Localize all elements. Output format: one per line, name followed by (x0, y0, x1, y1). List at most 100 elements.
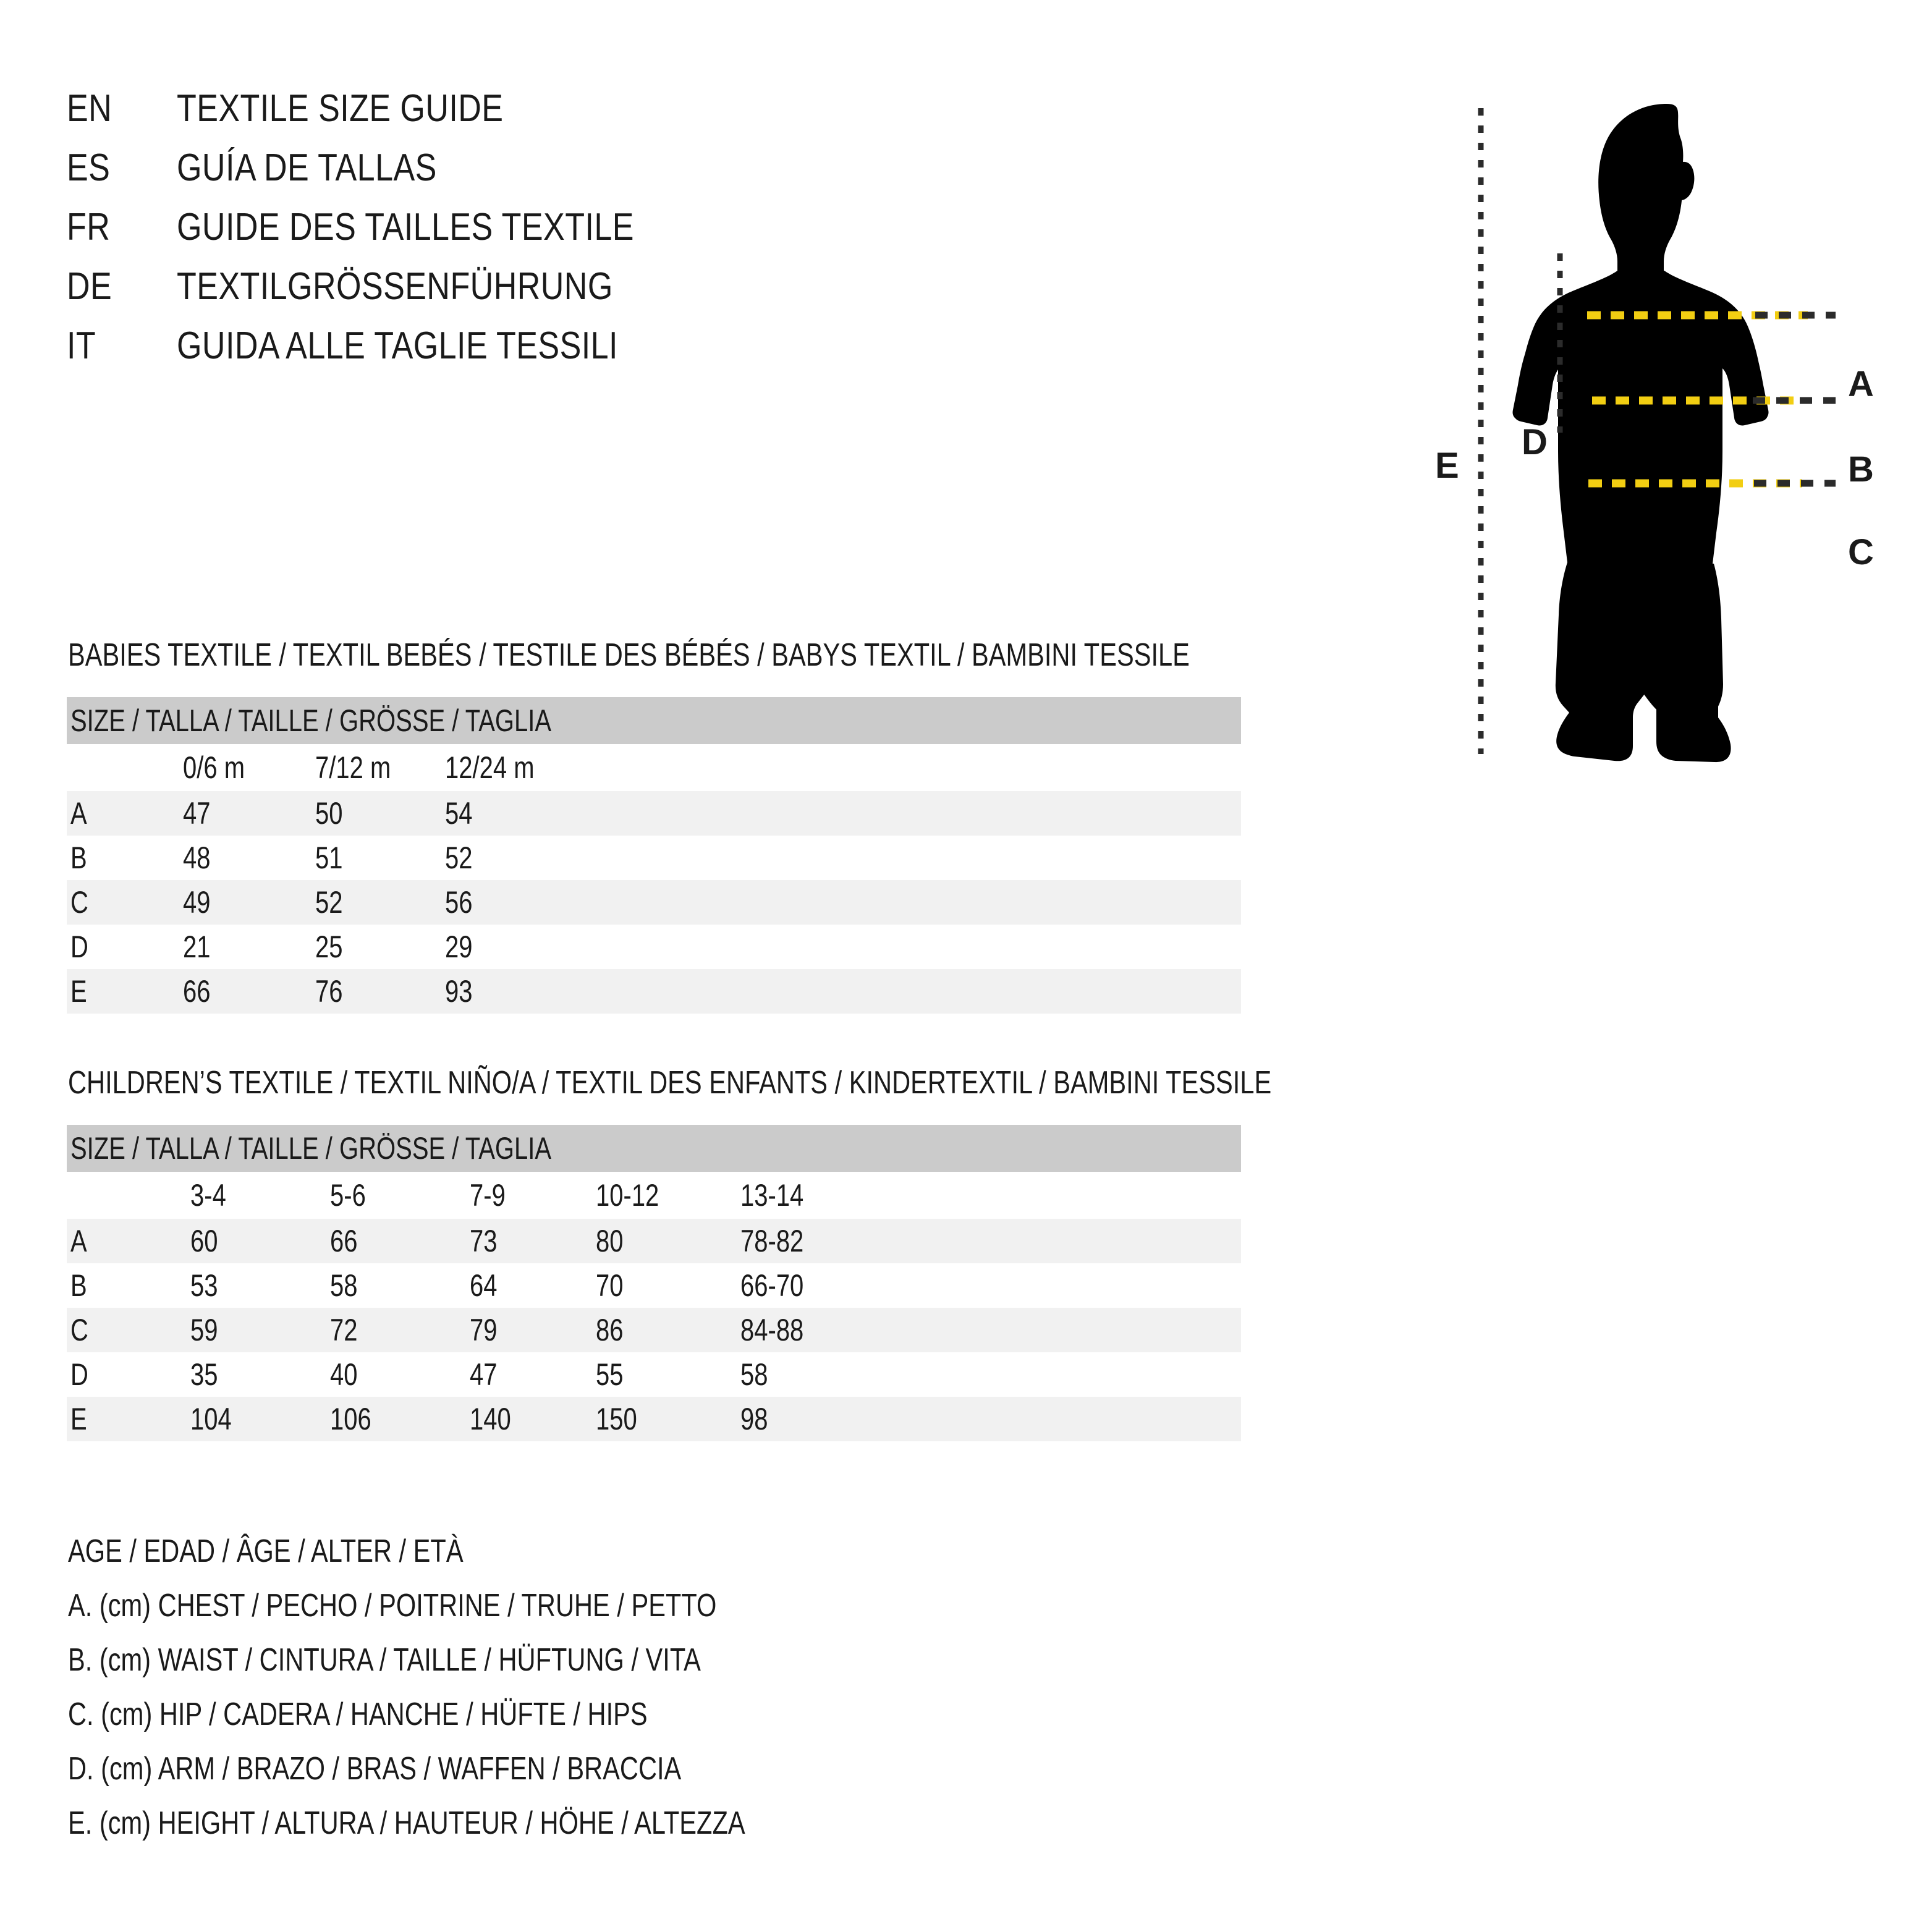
babies-col-header-1: 7/12 m (315, 750, 391, 785)
table-row: E 66 76 93 (67, 969, 1241, 1014)
table-row: B 48 51 52 (67, 836, 1241, 880)
babies-table-header-bar: SIZE / TALLA / TAILLE / GRÖSSE / TAGLIA (67, 697, 1241, 744)
children-col-header-1: 5-6 (330, 1178, 366, 1213)
children-cell-c-1: 72 (330, 1313, 358, 1347)
list-item: A. (cm) CHEST / PECHO / POITRINE / TRUHE… (68, 1587, 915, 1642)
language-row-fr: FR GUIDE DES TAILLES TEXTILE (67, 205, 721, 265)
table-row: E 104 106 140 150 98 (67, 1397, 1241, 1441)
children-cell-a-2: 73 (470, 1224, 498, 1258)
children-col-header-2: 7-9 (470, 1178, 506, 1213)
children-row-label-a: A (70, 1224, 87, 1258)
babies-cell-e-1: 76 (315, 974, 343, 1009)
table-row: A 47 50 54 (67, 791, 1241, 836)
children-cell-b-1: 58 (330, 1268, 358, 1303)
children-row-label-d: D (70, 1357, 88, 1392)
table-row: D 21 25 29 (67, 925, 1241, 969)
babies-cell-c-2: 56 (445, 885, 473, 920)
list-item: B. (cm) WAIST / CINTURA / TAILLE / HÜFTU… (68, 1642, 915, 1696)
babies-size-table: SIZE / TALLA / TAILLE / GRÖSSE / TAGLIA … (67, 697, 1241, 1014)
children-cell-d-3: 55 (596, 1357, 624, 1392)
babies-cell-d-2: 29 (445, 930, 473, 964)
measurement-legend: AGE / EDAD / ÂGE / ALTER / ETÀ A. (cm) C… (68, 1533, 915, 1859)
language-title-fr: GUIDE DES TAILLES TEXTILE (177, 206, 634, 248)
children-row-label-c: C (70, 1313, 88, 1347)
children-cell-d-4: 58 (740, 1357, 768, 1392)
children-cell-c-4: 84-88 (740, 1313, 804, 1347)
marker-label-a: A (1848, 364, 1874, 404)
language-code-es: ES (67, 146, 111, 189)
language-code-de: DE (67, 265, 112, 308)
table-row: B 53 58 64 70 66-70 (67, 1263, 1241, 1308)
children-table-header-label: SIZE / TALLA / TAILLE / GRÖSSE / TAGLIA (70, 1131, 552, 1166)
children-cell-e-0: 104 (190, 1402, 232, 1436)
babies-row-label-b: B (70, 841, 87, 875)
list-item: C. (cm) HIP / CADERA / HANCHE / HÜFTE / … (68, 1696, 915, 1750)
legend-item-d: D. (cm) ARM / BRAZO / BRAS / WAFFEN / BR… (68, 1751, 682, 1787)
language-header-block: EN TEXTILE SIZE GUIDE ES GUÍA DE TALLAS … (67, 87, 721, 383)
table-row: A 60 66 73 80 78-82 (67, 1219, 1241, 1263)
child-silhouette-icon (1478, 104, 1836, 763)
babies-cell-d-1: 25 (315, 930, 343, 964)
children-size-table: SIZE / TALLA / TAILLE / GRÖSSE / TAGLIA … (67, 1125, 1241, 1441)
language-title-es: GUÍA DE TALLAS (177, 146, 437, 189)
language-code-en: EN (67, 87, 112, 130)
language-row-es: ES GUÍA DE TALLAS (67, 146, 721, 205)
babies-cell-e-0: 66 (183, 974, 211, 1009)
list-item: E. (cm) HEIGHT / ALTURA / HAUTEUR / HÖHE… (68, 1805, 915, 1859)
babies-cell-c-0: 49 (183, 885, 211, 920)
legend-item-e: E. (cm) HEIGHT / ALTURA / HAUTEUR / HÖHE… (68, 1805, 745, 1841)
children-row-label-b: B (70, 1268, 87, 1303)
babies-table-header-label: SIZE / TALLA / TAILLE / GRÖSSE / TAGLIA (70, 703, 552, 738)
children-cell-e-4: 98 (740, 1402, 768, 1436)
children-cell-b-2: 64 (470, 1268, 498, 1303)
babies-cell-a-0: 47 (183, 796, 211, 831)
table-row: D 35 40 47 55 58 (67, 1352, 1241, 1397)
language-title-de: TEXTILGRÖSSENFÜHRUNG (177, 265, 613, 308)
legend-item-b: B. (cm) WAIST / CINTURA / TAILLE / HÜFTU… (68, 1642, 701, 1678)
children-cell-a-3: 80 (596, 1224, 624, 1258)
language-row-it: IT GUIDA ALLE TAGLIE TESSILI (67, 324, 721, 383)
children-cell-c-3: 86 (596, 1313, 624, 1347)
language-code-it: IT (67, 324, 96, 367)
babies-row-label-d: D (70, 930, 88, 964)
legend-item-c: C. (cm) HIP / CADERA / HANCHE / HÜFTE / … (68, 1697, 648, 1732)
marker-label-b: B (1848, 449, 1874, 489)
language-row-de: DE TEXTILGRÖSSENFÜHRUNG (67, 265, 721, 324)
legend-item-a: A. (cm) CHEST / PECHO / POITRINE / TRUHE… (68, 1588, 717, 1624)
babies-cell-c-1: 52 (315, 885, 343, 920)
marker-label-e: E (1435, 446, 1459, 486)
babies-cell-b-0: 48 (183, 841, 211, 875)
children-cell-d-1: 40 (330, 1357, 358, 1392)
children-cell-e-1: 106 (330, 1402, 371, 1436)
children-row-label-e: E (70, 1402, 87, 1436)
marker-label-d: D (1522, 422, 1548, 462)
children-cell-b-4: 66-70 (740, 1268, 804, 1303)
children-section-title: CHILDREN’S TEXTILE / TEXTIL NIÑO/A / TEX… (68, 1065, 1272, 1101)
babies-cell-a-1: 50 (315, 796, 343, 831)
children-cell-b-3: 70 (596, 1268, 624, 1303)
legend-title-row: AGE / EDAD / ÂGE / ALTER / ETÀ (68, 1533, 915, 1587)
children-cell-a-1: 66 (330, 1224, 358, 1258)
language-title-en: TEXTILE SIZE GUIDE (177, 87, 504, 130)
children-col-header-3: 10-12 (596, 1178, 659, 1213)
babies-cell-b-2: 52 (445, 841, 473, 875)
table-row: C 49 52 56 (67, 880, 1241, 925)
children-cell-d-2: 47 (470, 1357, 498, 1392)
children-cell-e-2: 140 (470, 1402, 511, 1436)
babies-cell-d-0: 21 (183, 930, 211, 964)
table-row: C 59 72 79 86 84-88 (67, 1308, 1241, 1352)
language-row-en: EN TEXTILE SIZE GUIDE (67, 87, 721, 146)
children-cell-c-0: 59 (190, 1313, 218, 1347)
babies-cell-e-2: 93 (445, 974, 473, 1009)
babies-row-label-e: E (70, 974, 87, 1009)
children-cell-e-3: 150 (596, 1402, 637, 1436)
babies-row-label-a: A (70, 796, 87, 831)
children-table-header-bar: SIZE / TALLA / TAILLE / GRÖSSE / TAGLIA (67, 1125, 1241, 1172)
marker-label-c: C (1848, 532, 1874, 572)
babies-col-header-2: 12/24 m (445, 750, 535, 785)
babies-row-label-c: C (70, 885, 88, 920)
babies-section-title: BABIES TEXTILE / TEXTIL BEBÉS / TESTILE … (68, 637, 1190, 673)
children-column-header-row: 3-4 5-6 7-9 10-12 13-14 (67, 1172, 1241, 1219)
babies-column-header-row: 0/6 m 7/12 m 12/24 m (67, 744, 1241, 791)
